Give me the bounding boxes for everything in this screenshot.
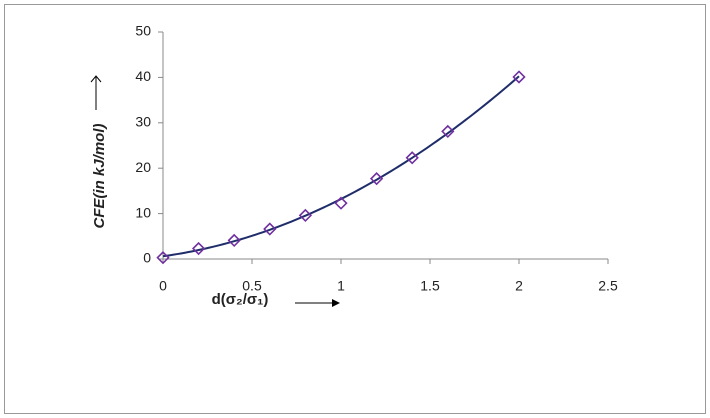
y-label-group: CFE(in kJ/mol) [90, 75, 108, 229]
y-tick-label: 10 [135, 204, 151, 220]
trendline [162, 75, 520, 258]
x-tick-label: 1.5 [420, 278, 440, 294]
x-tick-label: 2.5 [598, 278, 618, 294]
data-point [369, 172, 384, 186]
data-point [227, 233, 241, 248]
x-axis-label: d(σ₂/σ₁) [212, 291, 269, 308]
data-point [512, 70, 526, 84]
y-tick-label: 20 [135, 159, 151, 175]
x-tick-label: 1 [337, 278, 345, 294]
y-tick-label: 30 [135, 114, 151, 130]
x-tick-label: 0 [159, 278, 167, 294]
data-point [405, 151, 419, 165]
y-tick-label: 50 [135, 23, 151, 39]
data-point [191, 241, 206, 256]
data-point [334, 196, 348, 210]
data-point [156, 251, 170, 265]
y-tick-label: 0 [143, 250, 151, 266]
data-point [298, 208, 313, 223]
x-label-arrowhead [332, 299, 340, 307]
y-label-arrowhead [90, 75, 102, 83]
data-point [441, 124, 455, 139]
data-point [263, 222, 277, 236]
y-tick-label: 40 [135, 68, 151, 84]
y-axis-label: CFE(in kJ/mol) [91, 123, 108, 228]
x-tick-label: 2 [515, 278, 523, 294]
chart-frame [4, 4, 706, 414]
x-tick-label: 0.5 [242, 278, 262, 294]
